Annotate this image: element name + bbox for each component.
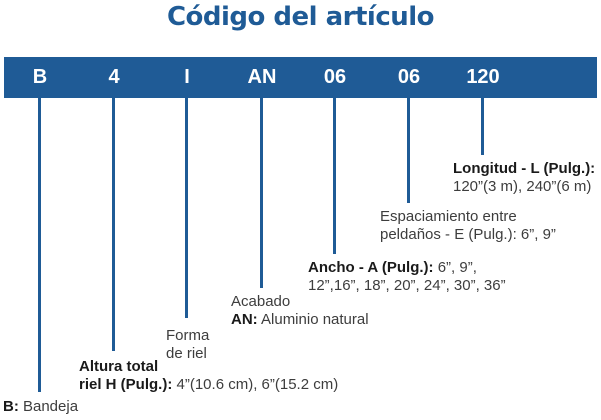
code-bar [4, 57, 597, 98]
code-segment-length: 120 [466, 66, 500, 88]
description-forma: Forma de riel [166, 327, 209, 363]
description-ancho-line2: 12”,16”, 18”, 20”, 24”, 30”, 36” [308, 277, 506, 294]
code-segment-b: B [32, 66, 48, 88]
description-acabado-key: AN: [231, 311, 258, 328]
code-segment-finish: AN [247, 66, 277, 88]
description-ancho-key: Ancho - A (Pulg.): [308, 259, 434, 276]
description-bandeja-key: B: [3, 398, 19, 415]
connector-line-longitud [481, 98, 484, 155]
description-ancho-text: 6”, 9”, [433, 259, 477, 276]
page-title: Código del artículo [166, 2, 435, 32]
description-longitud: Longitud - L (Pulg.): 120”(3 m), 240”(6 … [453, 160, 595, 196]
code-segment-width: 06 [323, 66, 347, 88]
description-acabado-text: Aluminio natural [257, 311, 369, 328]
description-longitud-line2: 120”(3 m), 240”(6 m) [453, 178, 592, 195]
description-forma-line1: Forma [166, 327, 210, 344]
connector-line-acabado [260, 98, 263, 288]
connector-line-forma [185, 98, 188, 318]
code-segment-rail-shape: I [184, 66, 190, 88]
description-altura: Altura total riel H (Pulg.): 4”(10.6 cm)… [79, 358, 338, 394]
description-altura-key: riel H (Pulg.): [79, 376, 173, 393]
description-forma-line2: de riel [166, 345, 207, 362]
description-altura-line1: Altura total [79, 358, 159, 375]
description-altura-text: 4”(10.6 cm), 6”(15.2 cm) [172, 376, 339, 393]
connector-line-ancho [333, 98, 336, 254]
description-espaciamiento-line2: peldaños - E (Pulg.): 6”, 9” [380, 226, 556, 243]
description-espaciamiento: Espaciamiento entre peldaños - E (Pulg.)… [380, 208, 556, 244]
connector-line-bandeja [38, 98, 41, 392]
description-bandeja-text: Bandeja [18, 398, 79, 415]
connector-line-altura [112, 98, 115, 351]
description-acabado: Acabado AN: Aluminio natural [231, 293, 369, 329]
description-longitud-key: Longitud - L (Pulg.): [453, 160, 596, 177]
description-espaciamiento-line1: Espaciamiento entre [380, 208, 517, 225]
code-segment-height: 4 [108, 66, 120, 88]
code-segment-spacing: 06 [397, 66, 421, 88]
connector-line-espaciamiento [407, 98, 410, 203]
description-bandeja: B: Bandeja [3, 398, 78, 416]
description-acabado-line1: Acabado [231, 293, 291, 310]
description-ancho: Ancho - A (Pulg.): 6”, 9”, 12”,16”, 18”,… [308, 259, 506, 295]
